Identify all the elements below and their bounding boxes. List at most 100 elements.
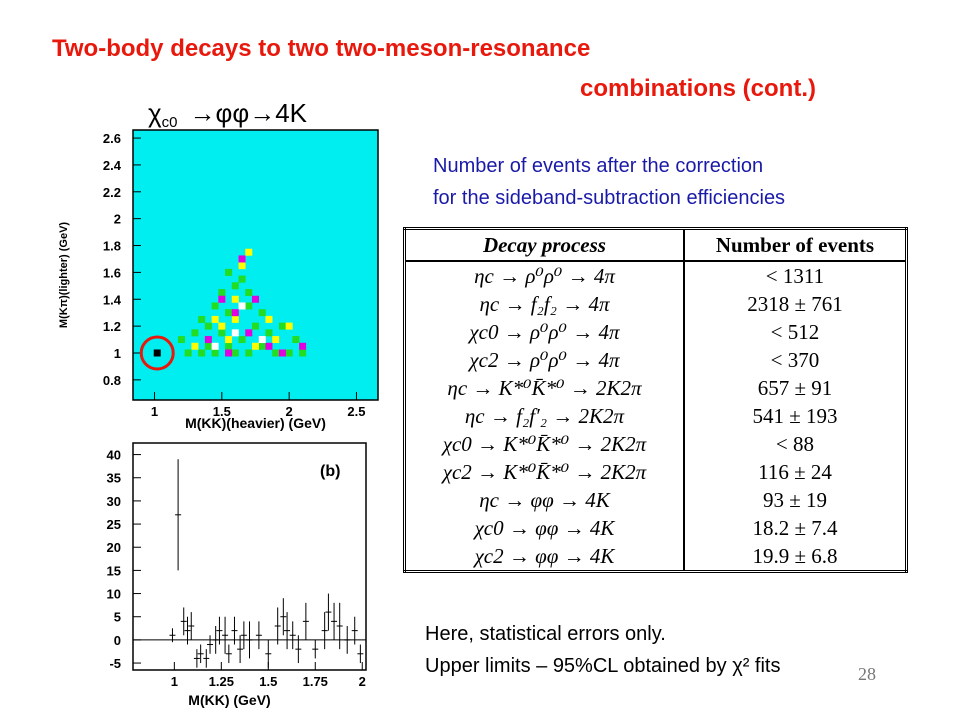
title-line: combinations (cont.) <box>580 75 816 102</box>
error-point <box>274 607 281 645</box>
error-point <box>265 639 272 668</box>
process-cell: ηc → f₂f′₂ → 2K2π <box>404 402 685 430</box>
histogram-cell <box>211 302 219 310</box>
process-cell: ηc → ρ⁰ρ⁰ → 4π <box>404 261 685 290</box>
y-tick-label: 2.6 <box>103 131 121 146</box>
error-point <box>169 628 176 643</box>
table-row: χc2 → φφ → 4K 19.9 ± 6.8 <box>404 542 907 572</box>
subtitle-symbol: χ <box>148 98 162 128</box>
x-tick-label: 1.25 <box>209 674 234 689</box>
histogram-cell <box>252 342 259 350</box>
table-row: χc0 → φφ → 4K 18.2 ± 7.4 <box>404 514 907 542</box>
histogram-cell <box>278 322 286 330</box>
x-tick-label: 1 <box>151 404 158 419</box>
table-row: χc2 → K*⁰K̄*⁰ → 2K2π 116 ± 24 <box>404 458 907 486</box>
header-cell: Number of events <box>683 228 907 262</box>
histogram-cell <box>218 289 226 297</box>
events-cell: < 512 <box>770 319 820 344</box>
histogram-cell <box>245 302 253 310</box>
note-line: Number of events after the correction <box>433 155 763 177</box>
histogram-cell <box>177 336 185 344</box>
error-point <box>197 644 204 664</box>
subtitle-subscript: c0 <box>162 114 178 131</box>
caption-line: Here, statistical errors only. <box>425 623 666 645</box>
events-cell: 116 ± 24 <box>758 459 832 484</box>
error-point <box>331 602 338 640</box>
histogram-cell <box>204 342 212 350</box>
histogram-cell <box>218 322 226 330</box>
histogram-cell <box>272 336 280 344</box>
histogram-cell <box>258 309 266 317</box>
histogram-cell <box>245 349 253 357</box>
histogram-cell <box>265 329 273 337</box>
histogram-cell <box>218 329 226 337</box>
error-point <box>302 602 309 640</box>
histogram-cell <box>285 349 293 357</box>
histogram-cell <box>204 322 212 330</box>
events-cell: 19.9 ± 6.8 <box>752 543 838 568</box>
error-point <box>212 625 219 654</box>
x-tick-label: 1 <box>171 674 178 689</box>
histogram-cell <box>184 349 192 357</box>
y-tick-label: 1.8 <box>103 239 121 254</box>
y-tick-label: 5 <box>114 610 121 625</box>
error-point <box>357 644 364 664</box>
events-cell: < 370 <box>770 347 820 372</box>
histogram-cell <box>245 248 253 256</box>
x-tick-label: 2.5 <box>347 404 365 419</box>
header-row: Decay process Number of events <box>404 228 907 262</box>
note-line: for the sideband-subtraction efficiencie… <box>433 187 785 209</box>
y-tick-label: 35 <box>107 471 121 486</box>
histogram-cell <box>245 289 253 297</box>
panel-label: (b) <box>320 463 340 480</box>
y-axis-label: M(Kπ)(lighter) (GeV) <box>58 222 70 329</box>
histogram-cell <box>231 329 239 337</box>
error-point <box>203 649 210 668</box>
process-cell: ηc → f₂f₂ → 4π <box>404 290 685 318</box>
y-tick-label: 2.4 <box>103 158 122 173</box>
histogram-cell <box>198 349 206 357</box>
histogram-cell <box>258 342 266 350</box>
table-row: χc0 → ρ⁰ρ⁰ → 4π < 512 <box>404 318 907 346</box>
error-point <box>344 625 351 654</box>
x-tick-label: 2 <box>286 404 293 419</box>
histogram-cell <box>231 309 239 317</box>
y-tick-label: 20 <box>107 540 121 555</box>
histogram-cell <box>225 342 233 350</box>
process-cell: χc0 → φφ → 4K <box>404 514 685 542</box>
histogram-cell <box>278 349 286 357</box>
page-number: 28 <box>858 664 876 684</box>
error-point <box>188 612 195 640</box>
plots: 1 1.5 2 2.5 0.8 1 1.2 1.4 1.6 1.8 2 2.2 2.4 2.6 M(KK)(… <box>58 129 379 708</box>
histogram-cell <box>299 342 307 350</box>
y-tick-label: -5 <box>109 656 121 671</box>
process-cell: χc2 → ρ⁰ρ⁰ → 4π <box>404 346 685 374</box>
error-point <box>240 621 247 650</box>
error-point <box>237 635 244 664</box>
histogram-cell <box>218 295 226 303</box>
histogram-cell <box>272 349 280 357</box>
error-point <box>222 616 229 654</box>
process-cell: χc2 → φφ → 4K <box>404 542 685 572</box>
process-cell: ηc → K*⁰K̄*⁰ → 2K2π <box>404 374 685 402</box>
table-row: ηc → φφ → 4K 93 ± 19 <box>404 486 907 514</box>
histogram-cell <box>292 336 300 344</box>
error-point <box>180 607 187 636</box>
histogram-cell <box>238 336 246 344</box>
table-row: ηc → ρ⁰ρ⁰ → 4π < 1311 <box>404 261 907 290</box>
y-tick-label: 40 <box>107 448 121 463</box>
subtitle: χc0 →φφ→4K <box>148 98 308 131</box>
histogram-cell <box>231 349 239 357</box>
error-point <box>312 639 319 659</box>
error-point <box>321 612 328 650</box>
histogram-cell <box>204 336 212 344</box>
events-cell: 657 ± 91 <box>757 375 833 400</box>
error-point <box>225 644 232 664</box>
table-row: ηc → K*⁰K̄*⁰ → 2K2π 657 ± 91 <box>404 374 907 402</box>
histogram-cell <box>225 309 233 317</box>
y-tick-label: 1.6 <box>103 265 121 280</box>
error-point <box>231 616 238 645</box>
y-tick-label: 0 <box>114 633 121 648</box>
histogram-cell <box>252 322 259 330</box>
y-tick-label: 0.8 <box>103 373 121 388</box>
